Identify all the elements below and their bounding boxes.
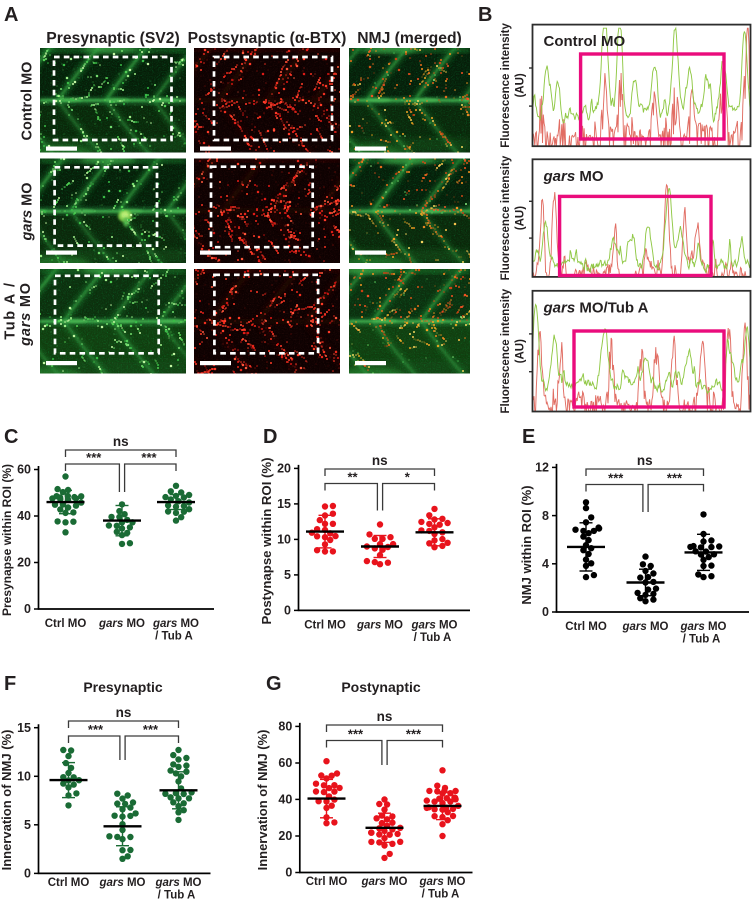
svg-text:Presynaptic (SV2): Presynaptic (SV2) — [46, 30, 179, 47]
svg-text:Ctrl MO: Ctrl MO — [48, 877, 90, 889]
svg-text:gars MO: gars MO — [418, 876, 465, 888]
svg-text:gars MO: gars MO — [543, 168, 604, 185]
svg-text:(AU): (AU) — [515, 73, 527, 97]
svg-text:Innervation of NMJ (%): Innervation of NMJ (%) — [0, 730, 14, 871]
svg-text:gars MO: gars MO — [360, 876, 407, 888]
svg-text:gars MO: gars MO — [154, 877, 201, 889]
svg-text:G: G — [266, 673, 282, 695]
svg-text:Postsynaptic (α-BTX): Postsynaptic (α-BTX) — [188, 30, 347, 47]
svg-text:***: *** — [86, 450, 102, 465]
svg-text:Tub A /: Tub A / — [3, 281, 19, 339]
svg-text:gars MO: gars MO — [98, 877, 145, 889]
svg-text:F: F — [4, 673, 16, 695]
svg-text:Postynapse within ROI (%): Postynapse within ROI (%) — [259, 457, 274, 624]
svg-text:20: 20 — [17, 556, 31, 570]
svg-text:0: 0 — [285, 866, 292, 880]
svg-text:Control MO: Control MO — [20, 62, 36, 141]
svg-text:/ Tub A: / Tub A — [422, 889, 460, 901]
svg-text:0: 0 — [24, 602, 31, 616]
svg-text:***: *** — [667, 471, 683, 486]
svg-text:4: 4 — [542, 557, 549, 571]
svg-text:/ Tub A: / Tub A — [158, 889, 196, 901]
svg-text:***: *** — [143, 722, 159, 737]
svg-text:(AU): (AU) — [515, 339, 527, 363]
svg-text:/ Tub A: / Tub A — [683, 634, 721, 646]
svg-text:gars MO: gars MO — [410, 619, 457, 631]
svg-text:ns: ns — [377, 709, 393, 724]
svg-text:***: *** — [141, 450, 157, 465]
svg-text:60: 60 — [17, 463, 31, 477]
svg-text:A: A — [4, 4, 18, 26]
svg-text:5: 5 — [284, 568, 291, 582]
svg-text:Control MO: Control MO — [544, 33, 626, 50]
svg-text:ns: ns — [637, 453, 653, 468]
svg-text:C: C — [4, 426, 18, 448]
svg-text:10: 10 — [17, 770, 31, 784]
svg-text:***: *** — [406, 727, 422, 742]
svg-text:10: 10 — [277, 533, 291, 547]
svg-text:NMJ within ROI (%): NMJ within ROI (%) — [519, 485, 534, 604]
svg-text:gars MO: gars MO — [98, 618, 145, 630]
svg-text:gars MO: gars MO — [18, 282, 34, 347]
svg-text:Fluorescence intensity: Fluorescence intensity — [500, 22, 512, 147]
svg-text:20: 20 — [277, 462, 291, 476]
svg-text:ns: ns — [116, 705, 132, 720]
svg-text:5: 5 — [24, 818, 31, 832]
svg-text:gars MO: gars MO — [621, 621, 668, 633]
svg-text:15: 15 — [17, 721, 31, 735]
svg-text:60: 60 — [278, 756, 292, 770]
svg-text:0: 0 — [24, 867, 31, 881]
svg-text:0: 0 — [284, 604, 291, 618]
svg-text:D: D — [263, 426, 277, 448]
svg-text:gars MO/Tub A: gars MO/Tub A — [543, 299, 649, 316]
svg-text:gars MO: gars MO — [679, 621, 726, 633]
svg-text:40: 40 — [278, 793, 292, 807]
svg-text:ns: ns — [372, 453, 388, 468]
svg-text:12: 12 — [535, 461, 549, 475]
svg-text:gars MO: gars MO — [20, 182, 36, 241]
svg-text:Postynaptic: Postynaptic — [341, 679, 421, 695]
svg-text:Ctrl MO: Ctrl MO — [304, 619, 346, 631]
svg-text:**: ** — [347, 470, 358, 485]
svg-text:***: *** — [348, 727, 364, 742]
svg-text:ns: ns — [113, 434, 129, 449]
svg-text:/ Tub A: / Tub A — [155, 631, 193, 643]
svg-text:E: E — [522, 426, 535, 448]
svg-text:NMJ (merged): NMJ (merged) — [357, 30, 462, 47]
svg-text:Fluorescence intensity: Fluorescence intensity — [500, 155, 512, 280]
svg-text:20: 20 — [278, 829, 292, 843]
svg-text:(AU): (AU) — [515, 206, 527, 230]
svg-text:B: B — [478, 4, 492, 26]
svg-text:Presynaptic: Presynaptic — [83, 679, 163, 695]
svg-text:80: 80 — [278, 720, 292, 734]
svg-text:*: * — [405, 470, 411, 485]
svg-text:Innervation of NMJ (%): Innervation of NMJ (%) — [255, 730, 270, 871]
svg-text:Fluorescence intensity: Fluorescence intensity — [500, 288, 512, 413]
svg-text:0: 0 — [542, 605, 549, 619]
svg-text:Ctrl MO: Ctrl MO — [565, 621, 607, 633]
svg-text:gars MO: gars MO — [356, 619, 403, 631]
svg-text:/ Tub A: / Tub A — [414, 632, 452, 644]
svg-text:Ctrl MO: Ctrl MO — [306, 876, 348, 888]
svg-text:15: 15 — [277, 497, 291, 511]
svg-text:Ctrl MO: Ctrl MO — [45, 618, 87, 630]
svg-text:***: *** — [88, 722, 104, 737]
svg-text:gars MO: gars MO — [152, 618, 199, 630]
svg-text:***: *** — [608, 471, 624, 486]
svg-text:8: 8 — [542, 509, 549, 523]
svg-text:Presynapse within ROI (%): Presynapse within ROI (%) — [0, 464, 14, 616]
svg-text:40: 40 — [17, 509, 31, 523]
